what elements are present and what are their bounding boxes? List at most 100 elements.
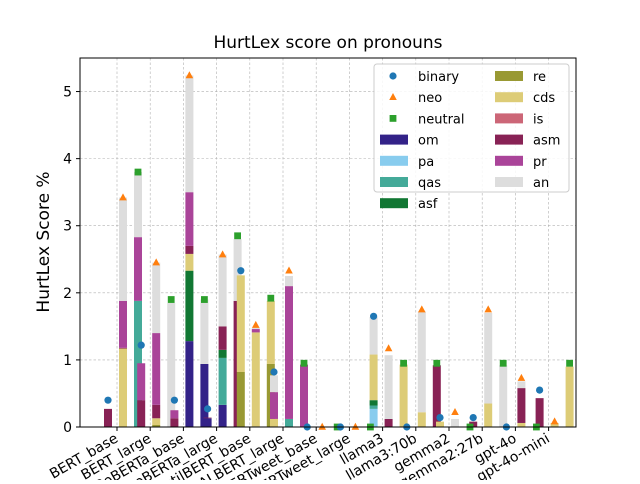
bar-distilbert-base-neo-cds	[251, 332, 260, 427]
bar-roberta-large-neo-asm	[218, 326, 227, 350]
marker-bert-base-neo	[119, 193, 127, 201]
chart-title: HurtLex score on pronouns	[213, 33, 442, 53]
legend-binary-marker	[389, 72, 397, 80]
bar-bert-large-neo-asm	[152, 404, 161, 419]
marker-bert-large-binary	[137, 341, 145, 349]
bar-roberta-base-neutral-om	[200, 363, 209, 427]
y-tick-label: 3	[63, 219, 72, 235]
marker-albert-large-neo	[285, 266, 293, 274]
marker-distilbert-base-neo	[252, 320, 260, 328]
bar-llama3-binary-an	[369, 316, 378, 355]
bar-roberta-base-neo-an	[185, 75, 194, 193]
y-tick-label: 4	[63, 152, 72, 168]
bar-bert-base-neutral-pr	[134, 237, 142, 301]
bar-roberta-base-neo-asm	[185, 245, 194, 254]
bar-bert-base-neo-cds	[119, 348, 127, 427]
y-tick-label: 0	[63, 420, 72, 436]
marker-roberta-large-neutral	[234, 232, 241, 240]
legend-binary-label: binary	[418, 70, 459, 85]
bar-albert-large-neo-qas	[285, 418, 293, 427]
marker-distilbert-base-neutral	[267, 294, 275, 302]
bar-gpt-4o-mini-neutral-cds	[565, 366, 574, 427]
bar-bert-base-neutral-an	[134, 172, 142, 238]
bar-gemma2-27b-neo-an	[484, 312, 493, 404]
y-axis: 0 1 2 3 4 5	[63, 85, 80, 436]
bar-llama3-neo-an	[384, 355, 393, 419]
legend-neutral-marker	[389, 115, 397, 122]
marker-gpt-4o-mini-neutral	[566, 359, 573, 367]
legend-om-patch	[380, 134, 408, 145]
grid	[80, 58, 576, 428]
bar-llama3-binary-asf	[369, 400, 378, 406]
bar-albert-large-binary-pr	[270, 392, 278, 419]
bar-roberta-base-binary-asm	[170, 418, 179, 427]
bar-roberta-base-neo-pr	[185, 192, 194, 246]
bar-gemma2-neo-an	[451, 418, 459, 427]
bar-roberta-large-neo-qas	[218, 357, 227, 405]
bar-gpt-4o-neo-cds	[517, 422, 526, 427]
marker-bert-base-neutral	[134, 168, 142, 176]
bar-bert-large-binary-pr	[137, 363, 146, 401]
marker-bertweet-large-neo	[351, 422, 360, 430]
marker-bert-large-neo	[152, 258, 160, 266]
bar-bert-large-neo-re	[152, 424, 161, 427]
bar-llama3-neutral-cds	[399, 364, 408, 427]
marker-gpt-4o-neo	[517, 373, 526, 381]
legend-asm-label: asm	[533, 134, 560, 149]
marker-gemma2-27b-neutral	[499, 359, 507, 367]
bar-bert-large-neo-cds	[152, 418, 161, 425]
legend-is-patch	[495, 113, 523, 124]
y-tick-label: 1	[63, 353, 72, 369]
marker-llama3-neutral	[400, 359, 407, 367]
bar-roberta-large-binary-asm	[203, 417, 212, 419]
bar-bert-base-neo-an	[119, 197, 127, 301]
y-tick-label: 5	[63, 85, 72, 101]
bar-bert-large-neutral-an	[167, 302, 176, 427]
legend-om-label: om	[418, 134, 439, 149]
marker-bert-large-neutral	[167, 296, 175, 303]
bar-distilbert-base-binary-re	[236, 371, 245, 427]
legend-cds-patch	[495, 92, 523, 103]
y-axis-label: HurtLex Score %	[34, 171, 54, 312]
marker-gemma2-27b-binary	[469, 414, 477, 422]
marker-gemma2-27b-neo	[484, 305, 492, 313]
bar-roberta-base-neo-om	[185, 341, 194, 427]
bar-llama3-neo-asm	[384, 418, 393, 427]
bar-distilbert-base-neo-pr	[251, 329, 260, 333]
marker-roberta-large-neo	[218, 250, 227, 258]
bar-llama3-70b-neutral-asm	[432, 365, 441, 427]
marker-roberta-base-binary	[170, 396, 178, 404]
x-axis: BERT_baseBERT_largeRoBERTa_baseRoBERTa_l…	[47, 427, 553, 484]
bars	[104, 75, 574, 427]
legend-neo-marker	[389, 93, 397, 100]
bar-roberta-base-neutral-an	[200, 299, 209, 364]
bar-bert-large-neo-an	[152, 262, 161, 334]
legend: binary neo neutral om pa qas asf re cds is asm pr an	[373, 63, 570, 212]
bar-roberta-large-neo-asf	[218, 349, 227, 358]
marker-gpt-4o-mini-neo	[550, 417, 559, 425]
marker-gemma2-binary	[436, 414, 444, 422]
legend-qas-label: qas	[418, 176, 441, 191]
legend-is-label: is	[533, 112, 544, 127]
bar-bert-large-binary-asm	[137, 400, 146, 427]
bar-gpt-4o-mini-binary-asm	[535, 398, 544, 427]
bar-roberta-large-neo-om	[218, 404, 227, 427]
legend-an-label: an	[533, 176, 549, 191]
marker-bert-base-binary	[104, 396, 112, 404]
bar-llama3-binary-qas	[369, 405, 378, 409]
bar-albert-large-neo-pr	[285, 286, 293, 419]
legend-asf-patch	[380, 198, 408, 209]
marker-distilbert-base-binary	[237, 267, 245, 275]
bar-albert-large-neutral-pr	[300, 364, 308, 427]
legend-pa-patch	[380, 155, 408, 166]
marker-gpt-4o-mini-binary	[536, 386, 544, 394]
bar-albert-large-binary-cds	[270, 418, 278, 427]
bar-roberta-base-neo-asf	[185, 270, 194, 342]
marker-gemma2-neo	[451, 408, 459, 416]
bar-bert-large-neo-pr	[152, 333, 161, 405]
marker-albert-large-binary	[270, 368, 278, 376]
bar-gpt-4o-mini-neo-cds	[550, 422, 559, 427]
bar-llama3-binary-cds	[369, 354, 378, 401]
